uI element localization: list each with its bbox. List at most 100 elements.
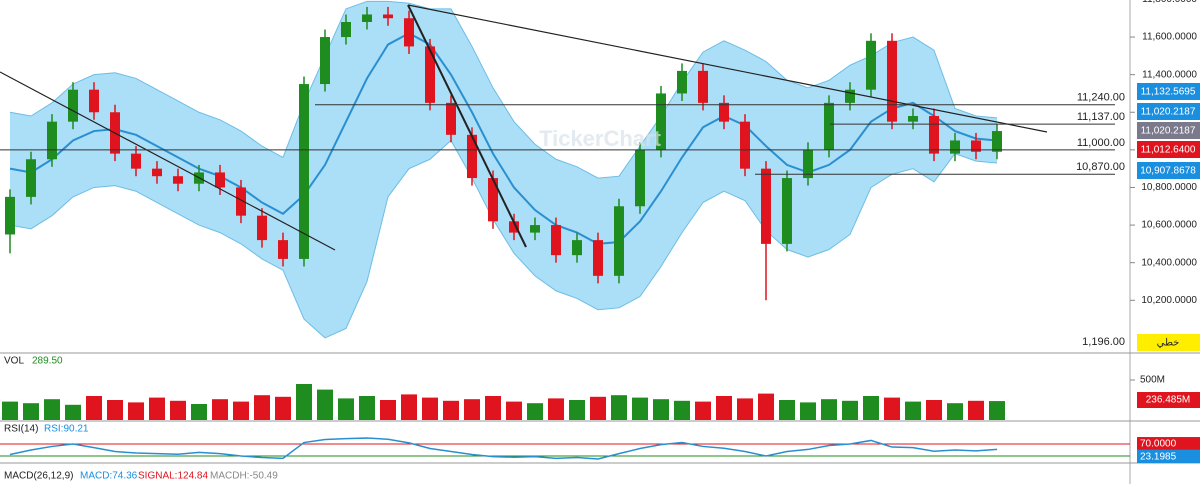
volume-bar [968, 400, 984, 420]
level-label: 11,137.00 [1077, 111, 1125, 123]
rsi-box-label: 23.1985 [1140, 452, 1177, 463]
volume-bar [212, 399, 228, 420]
y-tick-label: 10,800.0000 [1141, 182, 1197, 193]
candle-body [26, 159, 36, 197]
bottom-level-label: 1,196.00 [1082, 336, 1125, 348]
volume-bar [632, 397, 648, 420]
y-tick-label: 10,400.0000 [1141, 257, 1197, 268]
volume-bar [317, 389, 333, 420]
volume-bar [653, 399, 669, 420]
volume-bar [107, 400, 123, 420]
volume-bar [401, 394, 417, 420]
candle-body [278, 240, 288, 259]
candle-body [236, 187, 246, 216]
level-label: 10,870.00 [1076, 161, 1125, 173]
mode-button-label[interactable]: خطي [1157, 338, 1180, 349]
volume-bar [506, 401, 522, 420]
candle-body [866, 40, 876, 90]
candle-body [47, 121, 57, 160]
y-tick-label: 11,800.0000 [1142, 0, 1197, 5]
price-box [1137, 103, 1200, 120]
volume-bar [548, 398, 564, 420]
volume-bar [779, 400, 795, 420]
volume-bar [695, 401, 711, 420]
volume-bar [86, 396, 102, 420]
volume-bar [674, 400, 690, 420]
candle-body [215, 172, 225, 188]
trend-line [407, 4, 1048, 133]
volume-bar [527, 403, 543, 420]
price-box-label: 10,907.8678 [1140, 166, 1196, 177]
level-label: 11,000.00 [1077, 137, 1125, 149]
candle-body [5, 196, 15, 235]
candle-body [551, 225, 561, 256]
vol-last: 289.50 [32, 356, 63, 367]
volume-bar [149, 397, 165, 420]
candle-body [341, 22, 351, 38]
rsi-box-label: 70.0000 [1140, 439, 1177, 450]
candle-body [698, 70, 708, 103]
volume-bar [821, 399, 837, 420]
volume-bar [254, 395, 270, 420]
candle-body [656, 93, 666, 150]
price-box-label: 11,020.2187 [1141, 107, 1196, 118]
candle-body [677, 70, 687, 94]
volume-bar [884, 397, 900, 420]
candle-body [152, 168, 162, 177]
volume-bar [296, 384, 312, 420]
volume-box [1137, 392, 1200, 408]
candle-body [89, 89, 99, 113]
candle-body [425, 46, 435, 103]
mode-button[interactable] [1137, 334, 1200, 351]
volume-bar [590, 396, 606, 420]
candle-body [509, 221, 519, 233]
candle-body [446, 102, 456, 135]
rsi-label: RSI:90.21 [44, 424, 89, 435]
volume-bar [338, 398, 354, 420]
price-box [1137, 83, 1200, 100]
candle-body [362, 14, 372, 22]
price-panel [5, 0, 1002, 339]
candle-body [992, 131, 1002, 152]
rsi-line [9, 437, 998, 460]
candle-body [131, 153, 141, 169]
candle-body [740, 121, 750, 169]
volume-bar [2, 401, 18, 420]
volume-bar [422, 397, 438, 420]
candle-body [404, 18, 414, 47]
candle-body [572, 240, 582, 256]
candle-body [845, 89, 855, 103]
volume-bar [989, 401, 1005, 420]
candle-body [299, 84, 309, 259]
macd-title: MACD(26,12,9) [4, 471, 73, 482]
candle-body [950, 140, 960, 154]
band-line [9, 139, 998, 339]
vol-title: VOL [4, 356, 24, 367]
watermark: TickerChart [539, 126, 662, 151]
volume-bar [359, 396, 375, 420]
volume-bar [569, 400, 585, 420]
candle-body [635, 149, 645, 207]
macd-signal: SIGNAL:124.84 [138, 471, 208, 482]
candle-body [908, 116, 918, 122]
volume-bar [926, 400, 942, 420]
volume-bar [905, 401, 921, 420]
volume-bar [23, 403, 39, 420]
volume-bar [44, 399, 60, 420]
candle-body [614, 206, 624, 276]
y-tick-label: 11,400.0000 [1142, 69, 1197, 80]
volume-bar [443, 400, 459, 420]
candle-body [782, 178, 792, 244]
volume-bar [758, 393, 774, 420]
candle-body [824, 102, 834, 150]
volume-bar [947, 403, 963, 420]
trend-line [407, 4, 527, 248]
band-mid [9, 32, 998, 245]
candle-body [257, 215, 267, 241]
volume-bar [275, 396, 291, 420]
trend-line [0, 71, 336, 251]
rsi-box [1137, 437, 1200, 451]
candle-body [173, 176, 183, 184]
trend-lines [0, 4, 1048, 251]
price-box-label: 11,012.6400 [1141, 145, 1196, 156]
